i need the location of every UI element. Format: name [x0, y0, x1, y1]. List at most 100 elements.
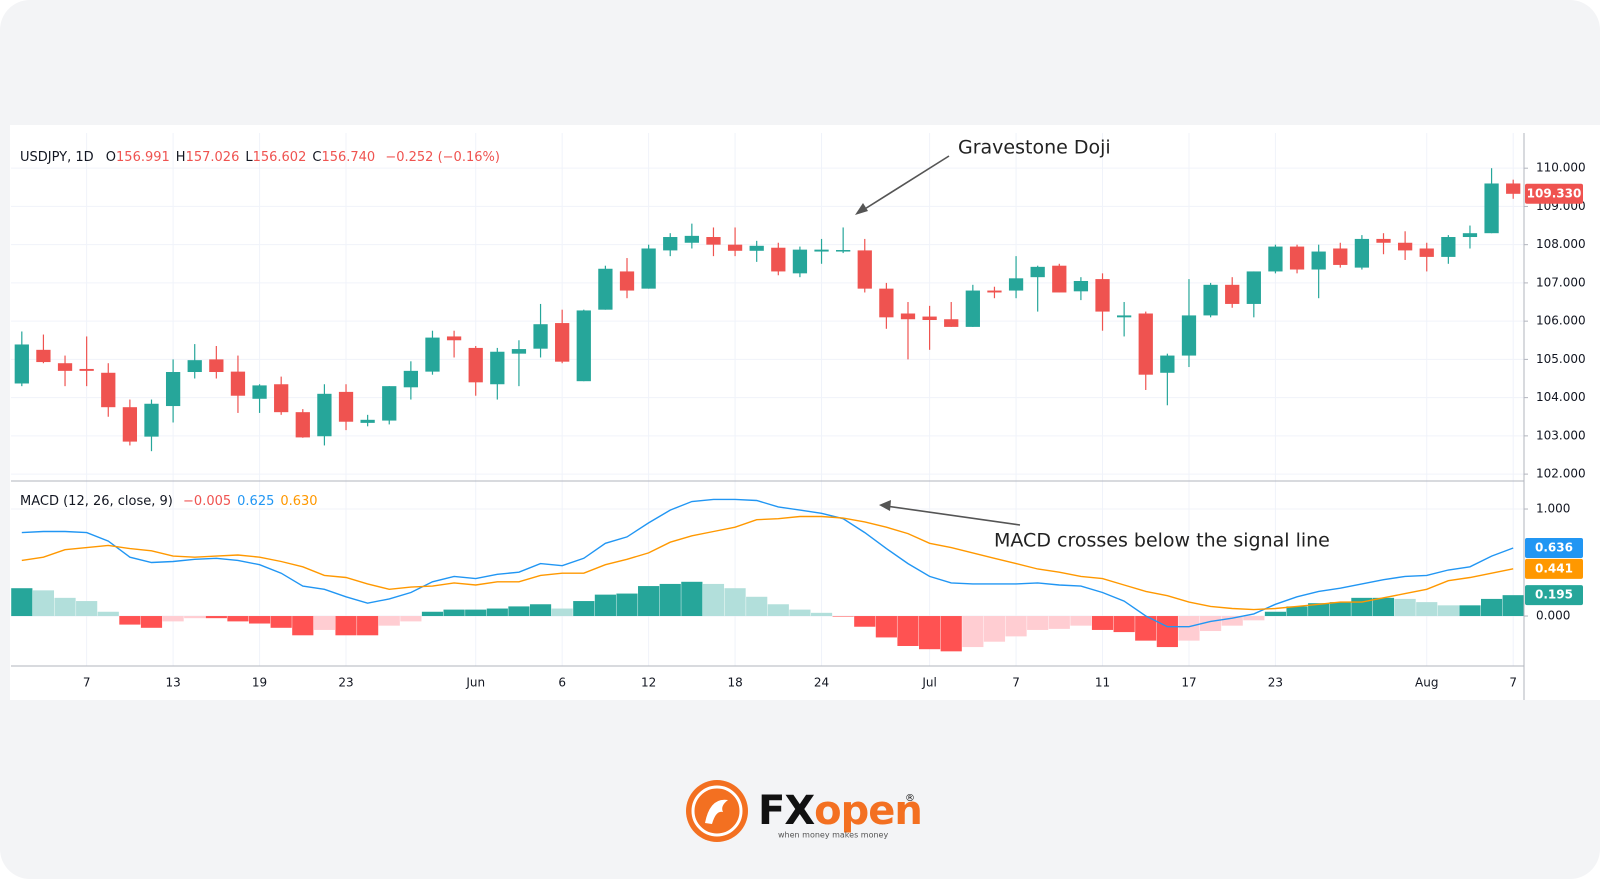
candle-body: [338, 391, 354, 422]
histogram-bar: [551, 608, 573, 617]
y-tick-label: 110.000: [1536, 161, 1586, 175]
histogram-bar: [357, 616, 379, 636]
logo-text: FXopen: [758, 788, 922, 834]
histogram-bar: [119, 616, 141, 625]
x-tick-label: 24: [814, 676, 829, 690]
candle-body: [792, 249, 808, 274]
candle-body: [425, 337, 440, 372]
histogram-bar: [616, 593, 638, 617]
marks: [11, 168, 1524, 652]
histogram-bar: [1480, 598, 1503, 617]
candle-body: [14, 344, 29, 384]
candle-body: [1008, 278, 1024, 291]
candle-body: [944, 319, 959, 327]
price-tag: [1525, 585, 1583, 606]
histogram-bar: [335, 616, 357, 636]
histogram-bar: [292, 616, 314, 636]
x-tick-label: 23: [338, 676, 353, 690]
candle-body: [1030, 266, 1045, 278]
histogram-bar: [702, 583, 725, 617]
histogram-bar: [1200, 616, 1222, 632]
histogram-bar: [789, 609, 811, 617]
histogram-bar: [1308, 603, 1330, 617]
histogram-bar: [638, 586, 660, 617]
candle-body: [165, 372, 181, 407]
price-tag: [1525, 183, 1583, 204]
legend-value: 156.740: [321, 150, 375, 165]
annotation-arrow: [859, 155, 950, 213]
candle-body: [1181, 315, 1197, 356]
histogram-bar: [746, 596, 768, 617]
histogram-bar: [1372, 597, 1395, 617]
histogram-bar: [1221, 616, 1243, 626]
legend-change: −0.252 (−0.16%): [385, 150, 500, 165]
candle-body: [706, 237, 721, 245]
legend-value: 156.991: [116, 150, 170, 165]
candle-body: [1095, 279, 1110, 312]
price-tag-label: 109.330: [1527, 186, 1582, 200]
legend-value: 156.602: [253, 150, 307, 165]
legend-value: −0.005: [183, 494, 231, 509]
y-tick-label: 108.000: [1536, 237, 1586, 251]
annotation: MACD crosses below the signal line: [994, 530, 1330, 552]
legend-value: 0.630: [280, 494, 317, 509]
legend-key: C: [312, 150, 321, 165]
x-tick-label: Jun: [465, 676, 485, 690]
legend-key: H: [176, 150, 186, 165]
y-tick-label: 105.000: [1536, 352, 1586, 366]
candle-body: [1333, 248, 1348, 265]
histogram-bar: [1416, 602, 1438, 617]
histogram-bar: [465, 609, 487, 617]
x-tick-label: 6: [558, 676, 566, 690]
candle-body: [79, 368, 94, 371]
price-legend: USDJPY, 1D O156.991 H157.026 L156.602 C156.…: [20, 150, 500, 165]
candle-body: [1289, 246, 1305, 270]
histogram-bar: [1394, 598, 1416, 617]
x-tick-label: 12: [641, 676, 656, 690]
candle-body: [1376, 238, 1391, 243]
y-tick-label: 0.000: [1536, 609, 1570, 623]
histogram-bar: [1005, 616, 1027, 637]
x-tick-label: 17: [1181, 676, 1196, 690]
histogram-bar: [76, 601, 98, 617]
grid: [11, 133, 1524, 666]
histogram-bar: [1048, 616, 1070, 629]
candle-body: [836, 250, 851, 252]
histogram-bar: [205, 616, 227, 619]
histogram-bar: [184, 616, 206, 619]
candle-body: [490, 351, 505, 385]
x-tick-label: 23: [1268, 676, 1283, 690]
histogram-bar: [1502, 595, 1524, 617]
candle-body: [1419, 248, 1434, 257]
candle-body: [749, 245, 764, 251]
histogram-bar: [313, 616, 335, 630]
histogram-bar: [97, 611, 119, 617]
candle-body: [187, 360, 202, 373]
logo-open: open: [814, 788, 922, 834]
logo-emblem-ring: [691, 785, 743, 837]
candle-body: [987, 290, 1002, 293]
legend-value: 157.026: [186, 150, 240, 165]
histogram-bar: [594, 594, 616, 617]
candle-body: [1052, 265, 1067, 293]
candle-body: [857, 250, 872, 289]
histogram-bar: [140, 616, 163, 628]
histogram-bar: [1286, 606, 1308, 617]
histogram-bar: [486, 608, 508, 617]
annotation: Gravestone Doji: [958, 137, 1111, 159]
histogram-bar: [1178, 616, 1200, 641]
candle-body: [1268, 246, 1283, 272]
histogram-bar: [940, 616, 962, 652]
histogram-bar: [508, 606, 530, 617]
candle-body: [317, 393, 332, 437]
histogram-bar: [724, 588, 746, 617]
x-tick-label: 18: [727, 676, 742, 690]
histogram-bar: [767, 604, 789, 617]
y-tick-label: 107.000: [1536, 275, 1586, 289]
candle-body: [1397, 242, 1413, 251]
candle-body: [879, 288, 894, 318]
price-tag-label: 0.636: [1535, 540, 1573, 554]
candle-body: [1506, 183, 1521, 194]
candle-body: [36, 349, 51, 363]
candle-body: [619, 271, 635, 291]
